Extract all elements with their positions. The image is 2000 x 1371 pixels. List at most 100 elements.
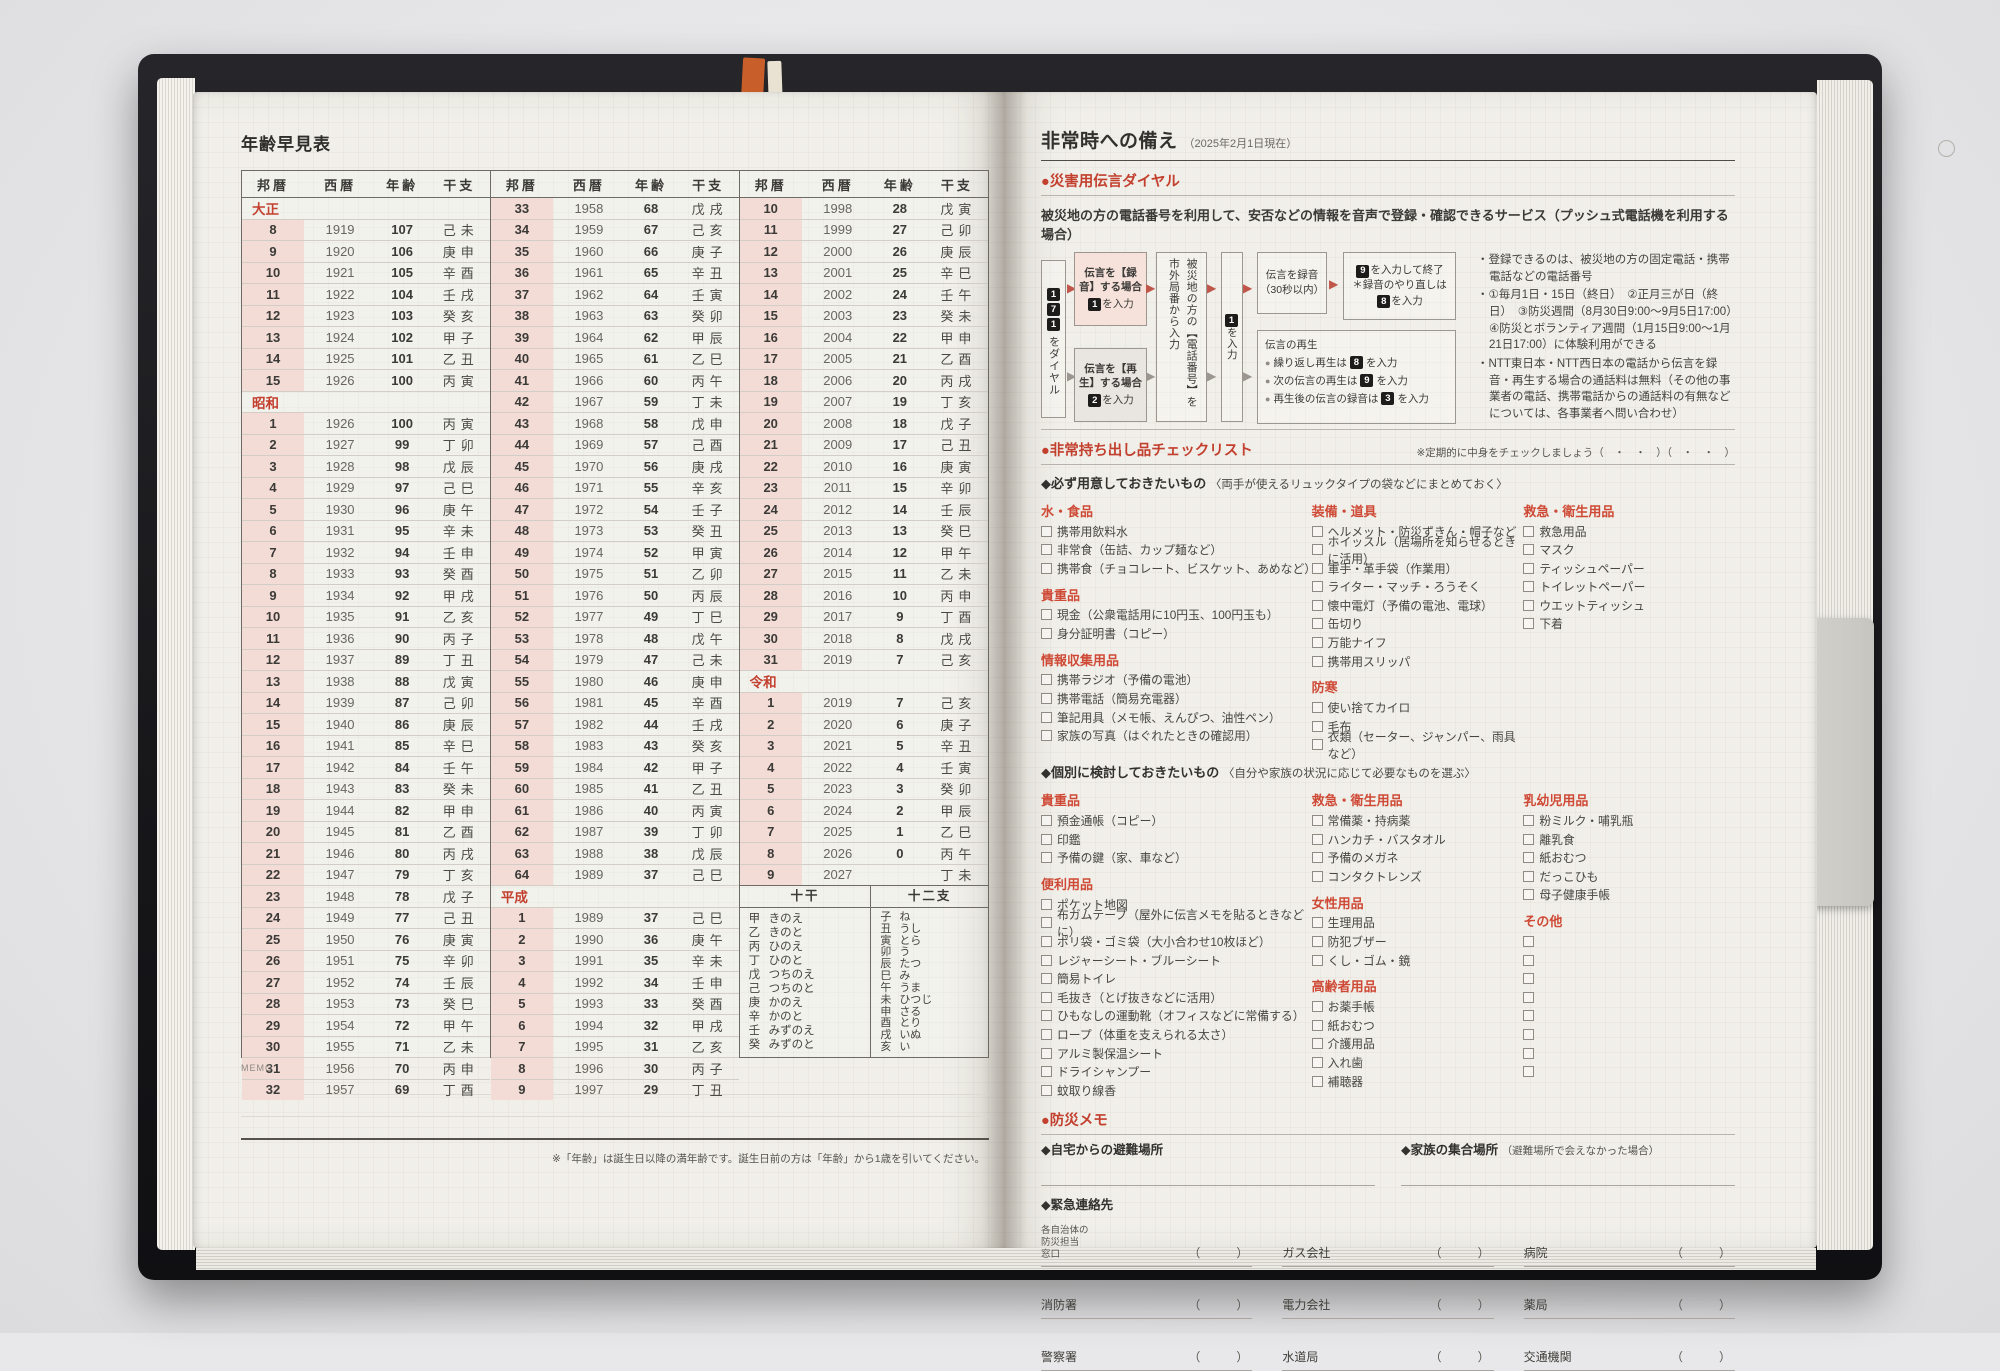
age-table-cell: 丁丑 (442, 653, 479, 669)
age-table-row: 43 1968 58 戊申 (490, 412, 740, 434)
checkbox-icon (1311, 544, 1323, 556)
phone-parens: （ ） (1188, 1349, 1249, 1364)
finish-line: ＊録音のやり直しは (1352, 279, 1447, 292)
age-table-cell: 乙酉 (442, 825, 479, 841)
stems-row: 辛かのと (749, 1011, 869, 1024)
age-table-row: 31 1956 70 丙申 (242, 1057, 491, 1079)
checklist-column: 装備・道具 ヘルメット・防災ずきん・帽子など ホイッスル（居場所を知らせるときに活用… (1311, 494, 1524, 761)
branches-row: 午うま (880, 981, 986, 994)
age-table-cell: 1928 (325, 458, 355, 474)
age-table-cell: 8 (490, 1058, 553, 1079)
checklist-item: 防犯ブザー (1311, 932, 1524, 951)
age-table-cell: 1943 (325, 781, 355, 797)
age-table-cell: 5 (739, 778, 802, 799)
age-table-cell: 丙戌 (940, 373, 977, 389)
age-table-row: 25 2013 13 癸巳 (739, 519, 988, 541)
age-table-cell: 壬寅 (691, 287, 728, 303)
age-table-cell: 2003 (823, 308, 853, 324)
age-table-row: 4 2022 4 壬寅 (739, 756, 988, 778)
checklist-item-label: 衣類（セーター、ジャンパー、雨具など） (1327, 729, 1516, 761)
age-table-cell: 2019 (823, 695, 853, 711)
age-table-cell: 1967 (574, 394, 604, 410)
age-table-cell: 己卯 (940, 223, 977, 239)
age-table-cell: 壬戌 (442, 287, 479, 303)
section-dial-label: ●災害用伝言ダイヤル (1041, 174, 1180, 190)
stems-kanji: 戊 (748, 968, 761, 981)
age-table-row: 41 1966 60 丙午 (490, 369, 740, 391)
dial-note-line: ・登録できるのは、被災地の方の固定電話・携帯電話などの電話番号 (1477, 254, 1730, 283)
age-table-cell: 50 (643, 587, 659, 603)
age-table-cell: 甲辰 (940, 803, 977, 819)
checklist-item: 蚊取り線香 (1041, 1081, 1312, 1100)
checklist-item: ホイッスル（居場所を知らせるときに活用） (1311, 535, 1524, 566)
memo-rule (1041, 1133, 1735, 1135)
age-table-cell: 4 (896, 759, 904, 775)
branches-reading: うま (899, 981, 922, 994)
age-table-cell: 1956 (325, 1060, 355, 1076)
checkbox-icon (1041, 525, 1052, 537)
age-table-cell: 1957 (325, 1082, 355, 1098)
age-table-cell: 甲寅 (691, 545, 728, 561)
checklist-item: 毛抜き（とげ抜きなどに活用） (1041, 988, 1312, 1007)
age-table-cell: 1958 (574, 200, 604, 216)
age-table-cell: 23 (242, 886, 305, 907)
age-table-row: 3 1991 35 辛未 (490, 949, 740, 971)
checklist-item: 携帯食（チョコレート、ビスケット、あめなど） (1041, 559, 1316, 578)
checklist-item-label: 簡易トイレ (1057, 972, 1116, 987)
age-table-row: 11 1936 90 丙子 (242, 627, 491, 649)
checkbox-icon (1311, 655, 1323, 667)
branches-row: 亥い (880, 1042, 986, 1053)
dial-note-line: ・①毎月1日・15日（終日） ②正月三が日（終日） ③防災週間（8月30日9:0… (1477, 289, 1744, 352)
age-table-cell: 己未 (691, 653, 728, 669)
age-table-row: 11 1922 104 壬戌 (242, 283, 491, 305)
checklist-item-label: ひもなしの運動靴（オフィスなどに常備する） (1057, 1009, 1305, 1024)
checklist-item-label: ライター・マッチ・ろうそく (1327, 580, 1481, 595)
age-table-footnote: ※「年齢」は誕生日以降の満年齢です。誕生日前の方は「年齢」から1歳を引いてくださ… (552, 1153, 985, 1165)
age-table-cell: 47 (490, 499, 553, 520)
stems-row: 甲きのえ (748, 912, 869, 926)
checkbox-icon (1523, 1028, 1535, 1040)
checklist-category-name: 情報収集用品 (1041, 652, 1120, 668)
age-table-cell: 98 (394, 458, 410, 474)
age-table-row: 17 1942 84 壬午 (242, 756, 491, 778)
emergency-contacts-grid: 各自治体の 防災担当 窓口（ ）ガス会社（ ）病院（ ）消防署（ ）電力会社（ ）薬… (1041, 1215, 1735, 1371)
keypad-key-icon: 8 (1377, 294, 1391, 308)
checklist-item: ポケット地図 (1041, 895, 1312, 914)
age-table-cell: 7 (739, 821, 802, 842)
age-table-cell: 55 (490, 671, 553, 692)
checklist-item: 粉ミルク・哺乳瓶 (1523, 811, 1735, 830)
stems-kanji: 壬 (748, 1024, 761, 1037)
age-table-cell: 25 (892, 265, 908, 281)
age-table-header-row: 邦暦 西暦 年齢 干支 (740, 171, 988, 197)
age-table-row: 11 1999 27 己卯 (739, 218, 988, 240)
stems-kanji: 甲 (748, 912, 761, 925)
age-table-cell: 66 (643, 243, 659, 259)
age-table-cell (874, 865, 926, 886)
checklist-category: 便利用品 ポケット地図 布ガムテープ（屋外に伝言メモを貼るときなどに） ポリ袋・ゴミ袋… (1041, 874, 1312, 1100)
age-table-header-cell: 年齢 (634, 177, 667, 193)
age-table-cell: 64 (490, 864, 553, 885)
age-table-cell: 1932 (325, 544, 355, 560)
age-table-cell: 5 (896, 738, 904, 754)
age-table-row: 47 1972 54 壬子 (490, 498, 740, 520)
age-table-cell: 癸酉 (691, 997, 728, 1013)
branches-reading: さる (899, 1005, 922, 1018)
age-table-cell: 19 (242, 800, 305, 821)
memo-area: MEMO ※「年齢」は誕生日以降の満年齢です。誕生日前の方は「年齢」から1歳を引… (241, 1063, 989, 1166)
age-table-cell: 45 (490, 456, 553, 477)
age-table-header-cell: 干支 (443, 177, 476, 193)
checklist-item-label: ロープ（体重を支えられる太さ） (1057, 1027, 1234, 1042)
age-table-cell: 88 (394, 673, 410, 689)
phone-parens: （ ） (1429, 1349, 1490, 1364)
age-table-row: 57 1982 44 壬戌 (490, 713, 740, 735)
age-table-cell: 癸卯 (691, 309, 728, 325)
age-table-cell: 44 (490, 434, 553, 455)
contact-field: 病院 （ ） (1523, 1215, 1735, 1267)
contact-field: 交通機関 （ ） (1523, 1319, 1735, 1371)
checklist-item-label: 毛抜き（とげ抜きなどに活用） (1057, 990, 1223, 1005)
checklist-category-name: 水・食品 (1041, 503, 1094, 519)
age-table-cell: 6 (896, 716, 904, 732)
age-table-cell: 癸巳 (940, 524, 977, 540)
age-table-cell: 58 (490, 735, 553, 756)
age-table-cell: 2018 (823, 630, 853, 646)
